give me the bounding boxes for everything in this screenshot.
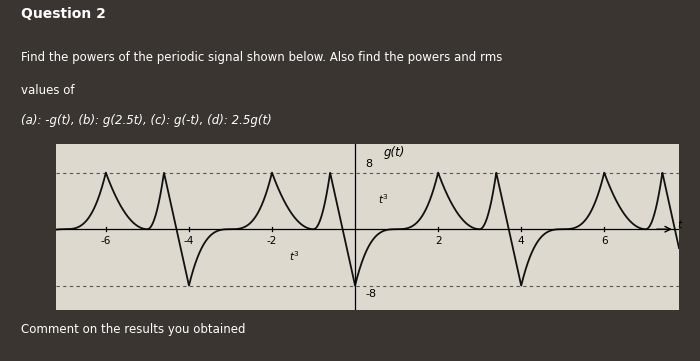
Text: Question 2: Question 2 <box>21 7 106 21</box>
Text: $t^3$: $t^3$ <box>288 249 300 263</box>
Text: g(t): g(t) <box>384 145 405 158</box>
Text: 6: 6 <box>601 236 608 246</box>
Text: 8: 8 <box>365 159 372 169</box>
Text: t: t <box>677 220 681 230</box>
Text: -4: -4 <box>183 236 194 246</box>
Text: Comment on the results you obtained: Comment on the results you obtained <box>21 323 246 336</box>
Text: 4: 4 <box>518 236 524 246</box>
Text: (a): -g(t), (b): g(2.5t), (c): g(-t), (d): 2.5g(t): (a): -g(t), (b): g(2.5t), (c): g(-t), (d… <box>21 114 272 127</box>
Text: 2: 2 <box>435 236 442 246</box>
Text: values of: values of <box>21 84 74 97</box>
Text: -2: -2 <box>267 236 277 246</box>
Text: -6: -6 <box>101 236 111 246</box>
Text: Find the powers of the periodic signal shown below. Also find the powers and rms: Find the powers of the periodic signal s… <box>21 51 503 64</box>
Text: $t^3$: $t^3$ <box>378 193 388 206</box>
Text: -8: -8 <box>365 289 377 299</box>
